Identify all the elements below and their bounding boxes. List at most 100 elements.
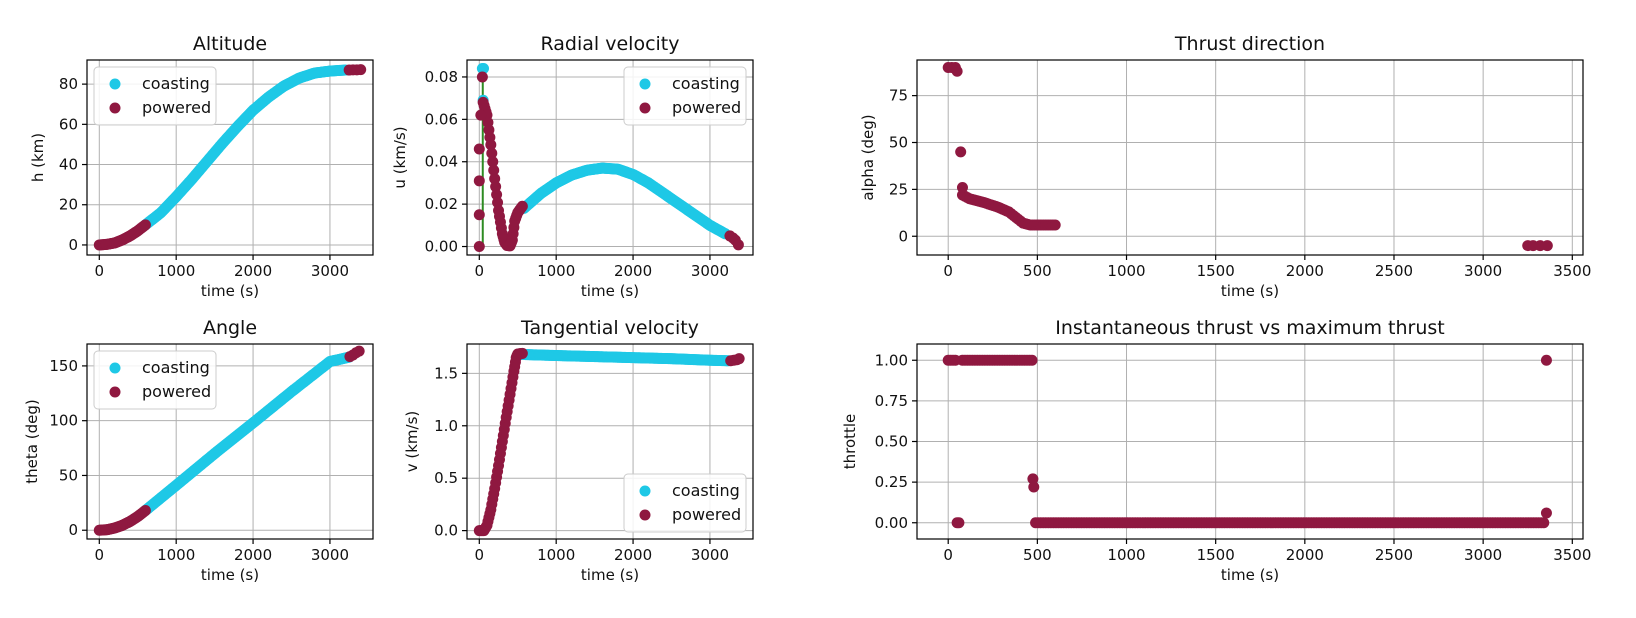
thrustdir-grid — [917, 60, 1583, 255]
throttle-grid — [917, 344, 1583, 539]
altitude-data — [93, 64, 367, 251]
tangential-velocity-panel: Tangential velocity 0 1000 2000 3000 0.0 0.5 1… — [403, 317, 754, 584]
tangential-series-coasting — [516, 348, 734, 367]
legend-label-powered: powered — [142, 98, 211, 117]
x-tick-label: 0 — [475, 546, 485, 564]
x-tick-label: 2000 — [614, 262, 652, 280]
y-tick-label: 0.00 — [875, 514, 908, 532]
angle-series-powered — [93, 345, 365, 536]
altitude-axes: 0 1000 2000 3000 0 20 40 60 80 time (s) h (km) — [29, 75, 349, 300]
powered-point — [475, 109, 487, 121]
x-tick-label: 0 — [95, 546, 105, 564]
y-tick-label: 60 — [59, 115, 78, 133]
x-tick-label: 1000 — [537, 546, 575, 564]
powered-point — [355, 64, 367, 76]
powered-point — [1541, 240, 1553, 252]
thrustdir-xlabel: time (s) — [1221, 282, 1279, 300]
x-tick-label: 500 — [1023, 262, 1052, 280]
y-tick-label: 1.5 — [434, 364, 458, 382]
radial-series-coasting — [476, 62, 731, 240]
y-tick-label: 25 — [889, 180, 908, 198]
legend-marker-coasting — [639, 485, 651, 497]
powered-point — [473, 143, 485, 155]
y-tick-label: 0.04 — [425, 153, 458, 171]
throttle-axes: 0 500 1000 1500 2000 2500 3000 3500 0.00 0.25 0.50… — [841, 351, 1591, 584]
legend-label-coasting: coasting — [142, 74, 210, 93]
powered-point — [955, 146, 967, 158]
legend-box — [93, 350, 217, 410]
tangential-data — [473, 347, 745, 537]
legend-label-coasting: coasting — [142, 358, 210, 377]
x-tick-label: 3000 — [311, 262, 349, 280]
x-tick-label: 2000 — [614, 546, 652, 564]
x-tick-label: 0 — [475, 262, 485, 280]
powered-point — [139, 505, 151, 517]
powered-point — [951, 65, 963, 77]
y-tick-label: 0.50 — [875, 433, 908, 451]
x-tick-label: 1500 — [1197, 262, 1235, 280]
y-tick-label: 50 — [59, 466, 78, 484]
angle-title: Angle — [203, 317, 257, 339]
powered-point — [488, 164, 500, 176]
powered-point — [732, 239, 744, 251]
legend-marker-coasting — [109, 78, 121, 90]
x-tick-label: 500 — [1023, 546, 1052, 564]
legend-box — [93, 66, 217, 126]
radial-axes: 0 1000 2000 3000 0.00 0.02 0.04 0.06 0.08 time (s… — [391, 68, 729, 300]
powered-point — [485, 139, 497, 151]
powered-point — [486, 147, 498, 159]
thrustdir-axes: 0 500 1000 1500 2000 2500 3000 3500 0 25 50 75 time … — [859, 87, 1591, 300]
altitude-series-powered — [93, 64, 367, 251]
legend-marker-powered — [109, 386, 121, 398]
powered-point — [473, 241, 485, 253]
x-tick-label: 3000 — [691, 546, 729, 564]
coasting-point — [478, 62, 490, 74]
y-tick-label: 0.75 — [875, 392, 908, 410]
y-tick-label: 0 — [898, 227, 908, 245]
y-tick-label: 40 — [59, 156, 78, 174]
radial-velocity-panel: Radial velocity 0 1000 2000 3000 0.00 0.02 0.0… — [391, 33, 754, 300]
legend-marker-coasting — [639, 78, 651, 90]
x-tick-label: 3000 — [691, 262, 729, 280]
x-tick-label: 1000 — [1107, 546, 1145, 564]
angle-axes: 0 1000 2000 3000 0 50 100 150 time (s) theta (deg… — [23, 357, 349, 584]
tangential-series-powered — [473, 347, 745, 537]
x-tick-label: 3500 — [1553, 262, 1591, 280]
x-tick-label: 0 — [95, 262, 105, 280]
x-tick-label: 1000 — [157, 546, 195, 564]
x-tick-label: 2000 — [1286, 546, 1324, 564]
angle-ylabel: theta (deg) — [23, 399, 41, 483]
radial-xlabel: time (s) — [581, 282, 639, 300]
x-tick-label: 1000 — [537, 262, 575, 280]
angle-frame — [86, 343, 374, 540]
y-tick-label: 0.25 — [875, 473, 908, 491]
throttle-panel: Instantaneous thrust vs maximum thrust 0… — [841, 317, 1591, 584]
legend-marker-powered — [639, 509, 651, 521]
throttle-title: Instantaneous thrust vs maximum thrust — [1055, 317, 1445, 339]
throttle-ylabel: throttle — [841, 414, 859, 470]
y-tick-label: 20 — [59, 196, 78, 214]
y-tick-label: 0 — [68, 236, 78, 254]
y-tick-label: 1.00 — [875, 351, 908, 369]
powered-point — [1049, 219, 1061, 231]
tangential-frame — [466, 343, 754, 540]
x-tick-label: 1000 — [1107, 262, 1145, 280]
legend-label-coasting: coasting — [672, 74, 740, 93]
altitude-ylabel: h (km) — [29, 133, 47, 182]
thrust-direction-panel: Thrust direction 0 500 1000 1500 2000 2500 300… — [859, 33, 1591, 300]
y-tick-label: 0.5 — [434, 469, 458, 487]
x-tick-label: 2000 — [234, 262, 272, 280]
y-tick-label: 0 — [68, 521, 78, 539]
tangential-velocity-title: Tangential velocity — [520, 317, 699, 339]
y-tick-label: 100 — [49, 412, 78, 430]
y-tick-label: 0.02 — [425, 195, 458, 213]
powered-point — [353, 345, 365, 357]
y-tick-label: 150 — [49, 357, 78, 375]
powered-point — [487, 156, 499, 168]
thrustdir-ylabel: alpha (deg) — [859, 114, 877, 200]
y-tick-label: 1.0 — [434, 417, 458, 435]
tangential-ylabel: v (km/s) — [403, 411, 421, 473]
legend-marker-powered — [109, 102, 121, 114]
y-tick-label: 0.06 — [425, 110, 458, 128]
